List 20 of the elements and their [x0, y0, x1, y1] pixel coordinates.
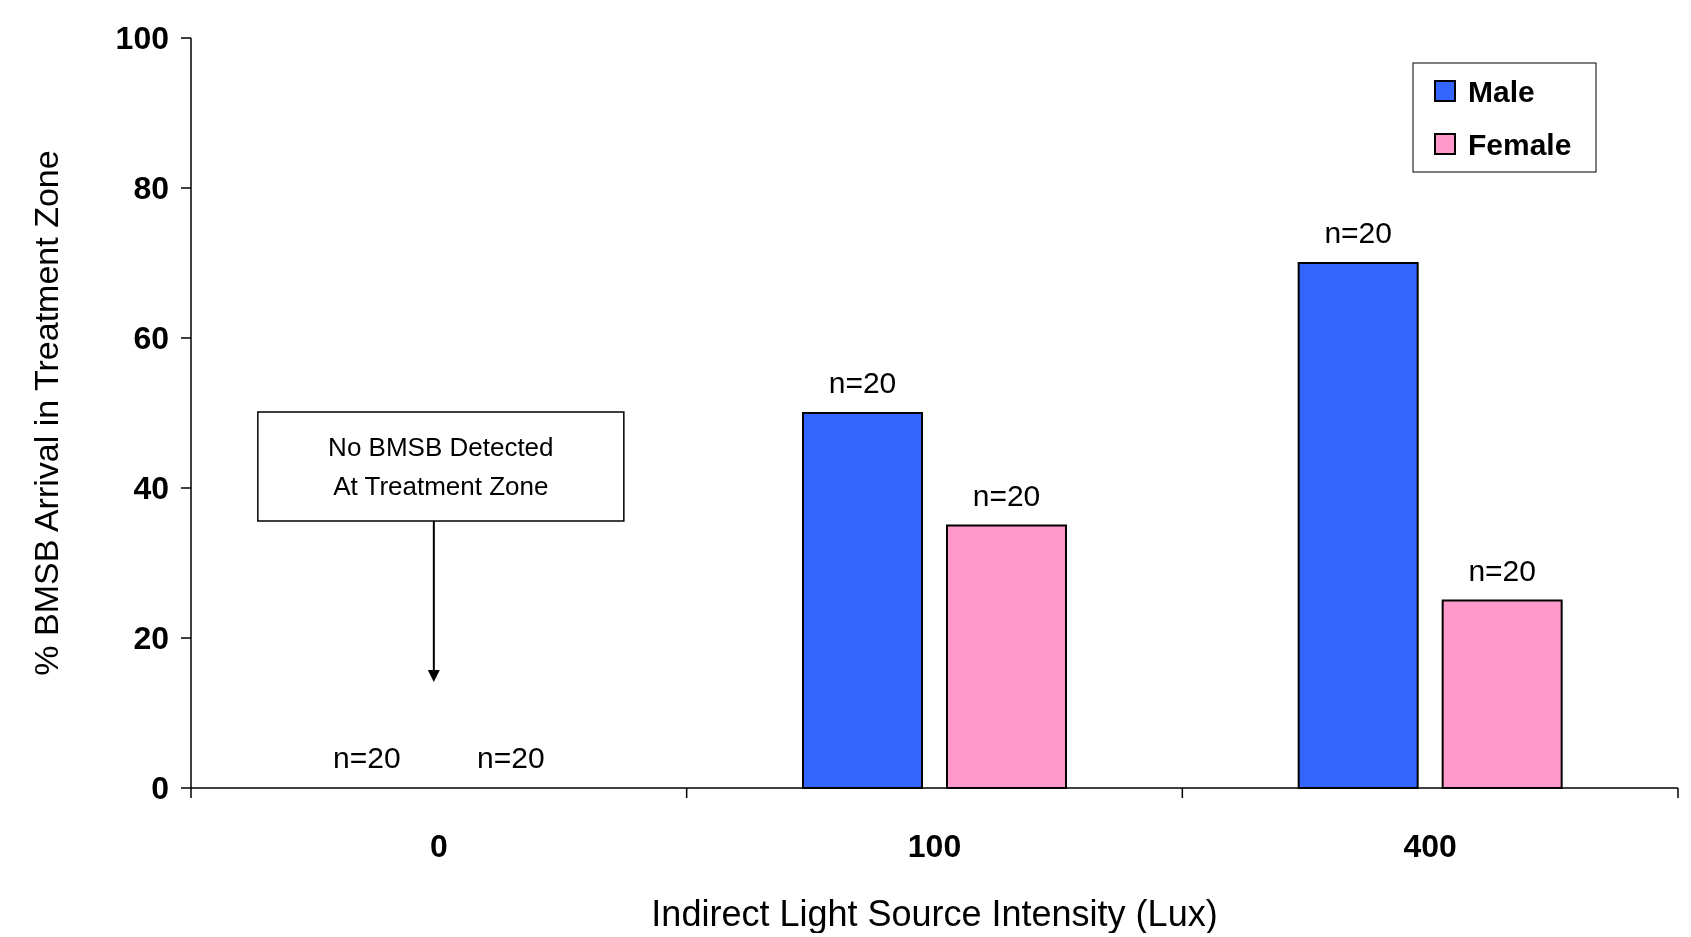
x-tick-label: 100 [907, 828, 962, 865]
y-axis-title: % BMSB Arrival in Treatment Zone [26, 150, 65, 676]
annotation: n=20 [477, 741, 545, 774]
annotation: n=20 [828, 366, 897, 399]
x-axis-title: Indirect Light Source Intensity (Lux) [651, 892, 1218, 934]
y-tick-label: 40 [133, 470, 169, 507]
y-tick-label: 0 [151, 770, 169, 807]
x-tick-label: 0 [429, 828, 448, 865]
annotation: No BMSB Detected At Treatment Zone [328, 432, 554, 502]
y-tick-label: 80 [133, 170, 169, 207]
y-tick-label: 20 [133, 620, 169, 657]
annotation: n=20 [333, 741, 401, 774]
annotation: n=20 [972, 478, 1041, 512]
annotation: n=20 [1468, 553, 1536, 587]
y-tick-label: 60 [133, 320, 169, 357]
legend-label: Male [1468, 74, 1535, 108]
x-tick-label: 400 [1403, 828, 1457, 865]
y-tick-label: 100 [115, 20, 169, 57]
annotation: n=20 [1324, 216, 1392, 249]
legend-label: Female [1468, 127, 1572, 161]
